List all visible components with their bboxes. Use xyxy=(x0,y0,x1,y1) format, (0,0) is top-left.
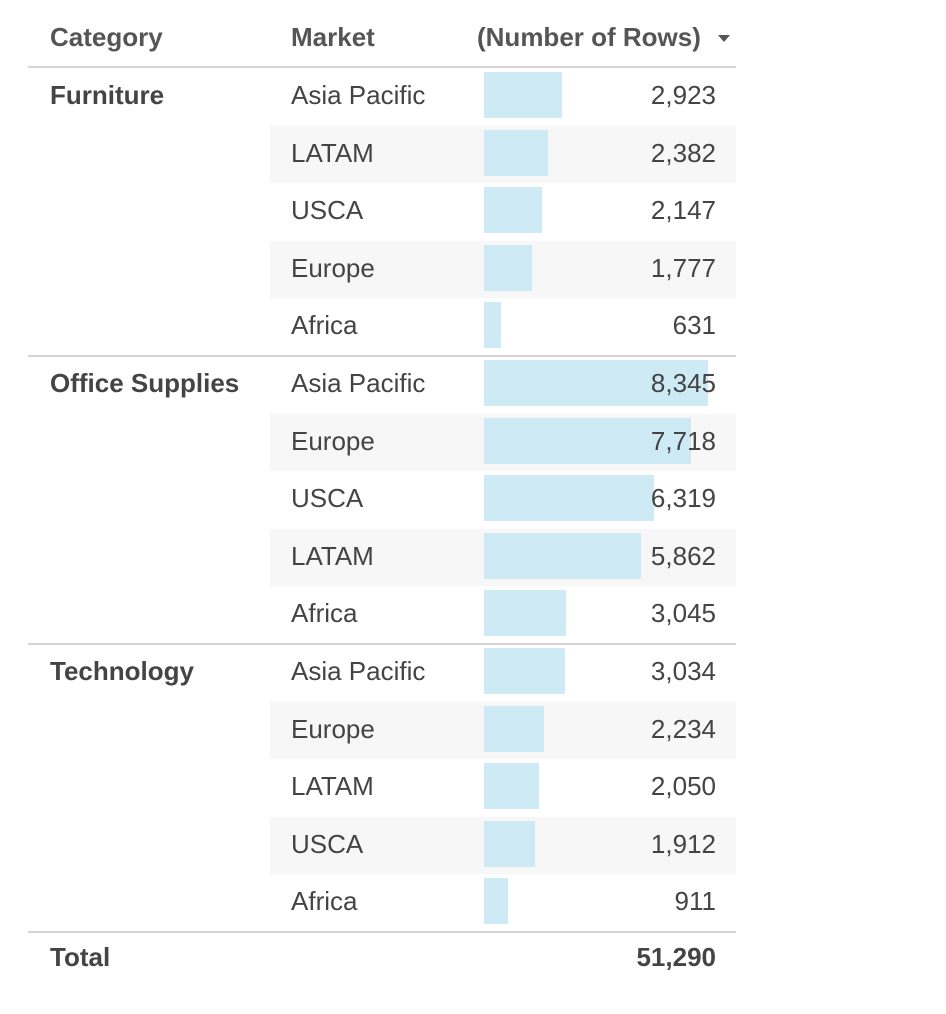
total-label: Total xyxy=(50,942,111,972)
market-label: LATAM xyxy=(291,771,374,802)
market-label: LATAM xyxy=(291,137,374,168)
value-label: 7,718 xyxy=(650,425,716,456)
value-bar[interactable] xyxy=(484,187,542,234)
category-label: Technology xyxy=(50,656,194,686)
group-rule xyxy=(28,355,736,357)
category-column-header[interactable]: Category xyxy=(50,22,163,52)
value-label: 3,045 xyxy=(650,598,716,629)
market-label: Asia Pacific xyxy=(291,80,426,110)
value-label: 2,147 xyxy=(650,195,716,226)
value-label: 3,034 xyxy=(650,656,716,686)
value-bar[interactable] xyxy=(484,648,566,694)
measure-column-header[interactable]: (Number of Rows) xyxy=(477,22,701,52)
value-bar[interactable] xyxy=(484,590,566,637)
market-label: Africa xyxy=(291,598,358,629)
market-label: Africa xyxy=(291,310,358,341)
market-label: LATAM xyxy=(291,540,374,571)
value-bar[interactable] xyxy=(484,475,654,522)
value-bar[interactable] xyxy=(484,763,540,810)
group-rule xyxy=(28,931,736,933)
value-bar[interactable] xyxy=(484,72,563,118)
value-label: 2,923 xyxy=(650,80,716,110)
value-label: 1,777 xyxy=(650,252,716,283)
value-label: 2,382 xyxy=(650,137,716,168)
value-label: 1,912 xyxy=(650,828,716,859)
market-label: Europe xyxy=(291,425,375,456)
category-label: Office Supplies xyxy=(50,368,240,398)
market-label: Europe xyxy=(291,252,375,283)
market-label: USCA xyxy=(291,195,364,226)
value-bar[interactable] xyxy=(484,129,548,176)
market-label: USCA xyxy=(291,828,364,859)
market-label: USCA xyxy=(291,483,364,514)
value-bar[interactable] xyxy=(484,532,642,579)
value-bar[interactable] xyxy=(484,820,536,867)
market-label: Europe xyxy=(291,713,375,744)
value-bar[interactable] xyxy=(484,244,532,291)
market-column-header[interactable]: Market xyxy=(291,22,375,52)
value-bar[interactable] xyxy=(484,878,509,925)
value-label: 631 xyxy=(672,310,716,341)
market-label: Africa xyxy=(291,886,358,917)
value-label: 5,862 xyxy=(650,540,716,571)
sort-descending-icon[interactable] xyxy=(718,35,730,42)
header-rule xyxy=(28,66,736,68)
value-label: 2,050 xyxy=(650,771,716,802)
value-label: 2,234 xyxy=(650,713,716,744)
value-label: 8,345 xyxy=(650,368,716,398)
value-bar[interactable] xyxy=(484,360,708,406)
group-rule xyxy=(28,643,736,645)
market-label: Asia Pacific xyxy=(291,656,426,686)
value-bar[interactable] xyxy=(484,417,692,464)
value-bar[interactable] xyxy=(484,302,501,349)
category-label: Furniture xyxy=(50,80,165,110)
value-label: 6,319 xyxy=(650,483,716,514)
total-value: 51,290 xyxy=(636,942,716,972)
value-bar[interactable] xyxy=(484,705,544,752)
value-label: 911 xyxy=(674,886,716,917)
market-label: Asia Pacific xyxy=(291,368,426,398)
